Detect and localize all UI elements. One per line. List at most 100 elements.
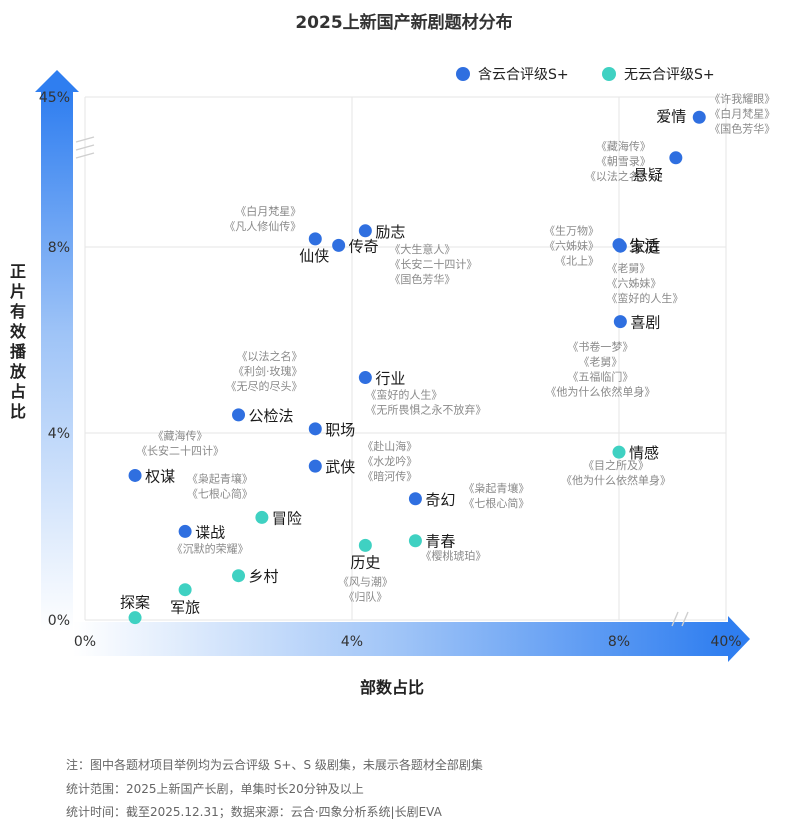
example-title: 《长安二十四计》 bbox=[389, 257, 477, 271]
example-title: 《凡人修仙传》 bbox=[224, 219, 301, 233]
footnote-1: 注：图中各题材项目举例均为云合评级 S+、S 级剧集，未展示各题材全部剧集 bbox=[66, 758, 483, 772]
x-tick-label: 4% bbox=[341, 634, 363, 650]
example-title: 《赴山海》 bbox=[362, 439, 417, 453]
point-悬疑 bbox=[669, 151, 683, 165]
scatter-plot: 0%4%8%45%0% 4% 8% 40% 《许我耀眼》《白月梵星》《国色芳华》《藏海… bbox=[35, 70, 775, 662]
example-title: 《国色芳华》 bbox=[709, 121, 775, 135]
x-axis-break-icon bbox=[671, 611, 689, 627]
example-title: 《风与潮》 bbox=[338, 574, 393, 588]
footnote-2: 统计范围：2025上新国产长剧，单集时长20分钟及以上 bbox=[66, 782, 364, 796]
point-权谋 bbox=[128, 468, 142, 482]
legend-item-rated: 含云合评级S+ bbox=[456, 64, 569, 84]
y-axis-title: 正片有效播放占比 bbox=[9, 262, 26, 421]
point-label: 军旅 bbox=[170, 599, 200, 617]
x-axis-arrow-icon bbox=[728, 616, 750, 662]
footnote-3: 统计时间：截至2025.12.31；数据来源：云合·四象分析系统|长剧EVA bbox=[66, 805, 442, 819]
point-励志 bbox=[358, 224, 372, 238]
y-tick-label: 45% bbox=[39, 90, 70, 106]
example-title: 《朝雪录》 bbox=[596, 155, 651, 168]
y-tick-label: 4% bbox=[48, 426, 70, 442]
point-职场 bbox=[308, 422, 322, 436]
point-label: 武侠 bbox=[325, 458, 355, 476]
point-label: 冒险 bbox=[272, 509, 302, 527]
point-label: 历史 bbox=[350, 553, 380, 571]
example-title: 《他为什么依然单身》 bbox=[561, 473, 671, 487]
legend-dot-teal-icon bbox=[602, 67, 616, 81]
example-title: 《水龙吟》 bbox=[362, 454, 417, 468]
point-探案 bbox=[128, 611, 142, 625]
example-title: 《生万物》 bbox=[544, 224, 599, 238]
example-title: 《无所畏惧之永不放弃》 bbox=[365, 403, 486, 417]
point-label: 公检法 bbox=[249, 407, 294, 425]
point-label: 青春 bbox=[425, 533, 455, 551]
example-title: 《蛮好的人生》 bbox=[606, 291, 683, 305]
example-title: 《大生意人》 bbox=[389, 242, 455, 256]
point-label: 生活 bbox=[629, 237, 659, 255]
point-label: 职场 bbox=[325, 421, 355, 439]
point-冒险 bbox=[255, 510, 269, 524]
point-武侠 bbox=[308, 459, 322, 473]
example-title: 《枭起青壤》 bbox=[187, 471, 253, 485]
y-axis-arrow-icon bbox=[35, 70, 79, 92]
example-title: 《长安二十四计》 bbox=[136, 443, 224, 457]
point-乡村 bbox=[232, 569, 246, 583]
point-label: 励志 bbox=[375, 223, 405, 241]
point-label: 情感 bbox=[629, 444, 659, 462]
x-axis-bar bbox=[73, 622, 728, 656]
y-tick-label: 0% bbox=[48, 613, 70, 629]
example-title: 《沉默的荣耀》 bbox=[172, 541, 249, 555]
example-title: 《藏海传》 bbox=[596, 139, 651, 153]
point-家庭 bbox=[613, 239, 627, 253]
example-title: 《藏海传》 bbox=[153, 428, 208, 442]
point-label: 行业 bbox=[375, 370, 405, 388]
example-title: 《书卷一梦》 bbox=[567, 340, 633, 354]
point-爱情 bbox=[692, 110, 706, 124]
example-title: 《七根心简》 bbox=[463, 496, 529, 510]
example-title: 《许我耀眼》 bbox=[709, 92, 775, 105]
x-tick-label: 0% bbox=[74, 634, 96, 650]
legend-label-rated: 含云合评级S+ bbox=[478, 67, 569, 83]
point-label: 爱情 bbox=[656, 107, 686, 125]
legend-label-unrated: 无云合评级S+ bbox=[624, 67, 715, 83]
example-title: 《目之所及》 bbox=[583, 458, 649, 472]
point-label: 悬疑 bbox=[633, 166, 663, 184]
point-仙侠 bbox=[308, 232, 322, 246]
legend-dot-blue-icon bbox=[456, 67, 470, 81]
point-行业 bbox=[358, 371, 372, 385]
point-公检法 bbox=[232, 408, 246, 422]
example-title: 《樱桃琥珀》 bbox=[420, 549, 486, 563]
example-title: 《老舅》 bbox=[578, 356, 622, 369]
example-title: 《白月梵星》 bbox=[235, 204, 301, 218]
y-axis-break-icon bbox=[75, 136, 95, 159]
example-title: 《无尽的尽头》 bbox=[226, 379, 303, 393]
example-title: 《北上》 bbox=[555, 255, 599, 268]
example-title: 《老舅》 bbox=[606, 262, 650, 275]
example-title: 《以法之名》 bbox=[585, 169, 651, 183]
y-tick-label: 8% bbox=[48, 240, 70, 256]
point-label: 奇幻 bbox=[425, 491, 455, 509]
point-喜剧 bbox=[613, 315, 627, 329]
example-title: 《白月梵星》 bbox=[709, 106, 775, 120]
point-label: 权谋 bbox=[145, 467, 175, 485]
x-tick-label: 8% bbox=[608, 634, 630, 650]
x-axis-title: 部数占比 bbox=[360, 678, 425, 697]
point-label: 谍战 bbox=[195, 523, 225, 541]
legend-item-unrated: 无云合评级S+ bbox=[602, 64, 715, 84]
point-青春 bbox=[408, 534, 422, 548]
point-label: 传奇 bbox=[349, 237, 379, 255]
x-tick-label: 40% bbox=[710, 634, 741, 650]
point-军旅 bbox=[178, 583, 192, 597]
example-title: 《以法之名》 bbox=[237, 349, 303, 363]
example-title: 《五福临门》 bbox=[567, 370, 633, 384]
example-title: 《七根心简》 bbox=[187, 486, 253, 500]
example-title: 《枭起青壤》 bbox=[463, 481, 529, 495]
example-title: 《六姊妹》 bbox=[544, 239, 599, 253]
example-title: 《他为什么依然单身》 bbox=[545, 385, 655, 399]
point-label: 乡村 bbox=[249, 568, 279, 586]
y-axis-bar bbox=[41, 92, 73, 632]
example-title: 《暗河传》 bbox=[362, 469, 417, 483]
point-情感 bbox=[612, 445, 626, 459]
chart-title: 2025上新国产新剧题材分布 bbox=[295, 13, 513, 33]
example-title: 《利剑·玫瑰》 bbox=[233, 364, 303, 378]
point-谍战 bbox=[178, 524, 192, 538]
